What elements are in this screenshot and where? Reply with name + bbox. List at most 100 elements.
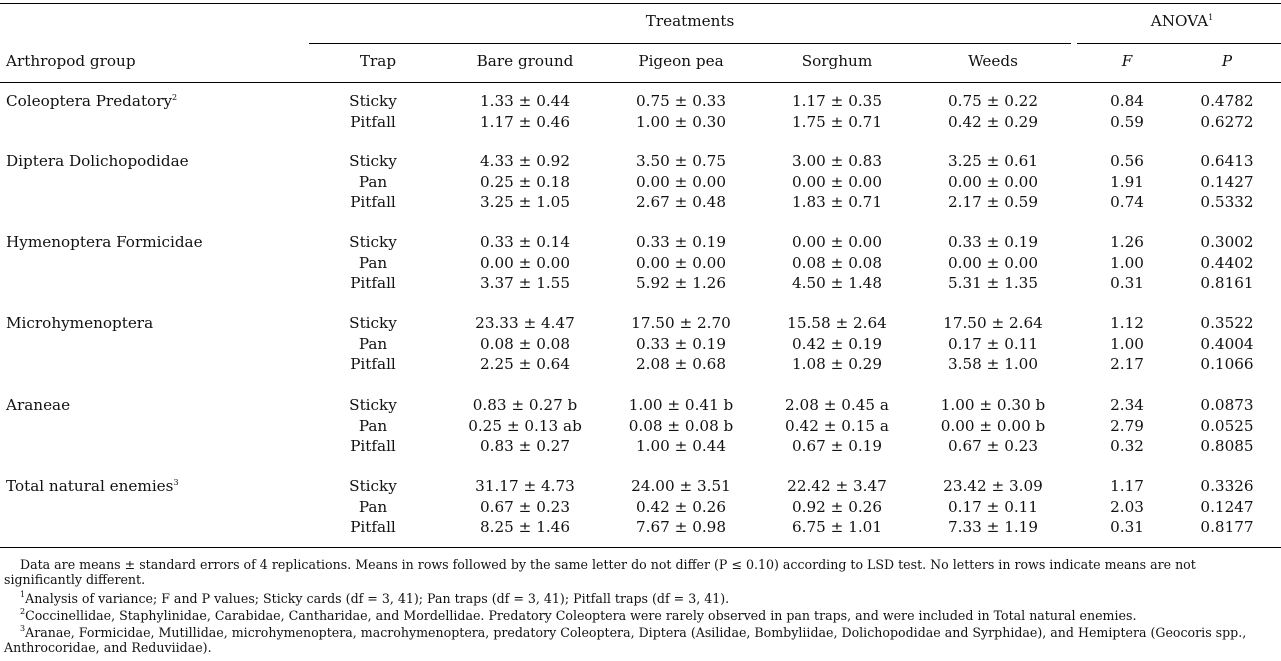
footnote-3-marker: 3 xyxy=(20,624,26,633)
cell-f: 1.12 xyxy=(1110,314,1144,332)
cell-sorghum: 0.42 ± 0.15 a xyxy=(785,416,889,435)
cell-weeds: 23.42 ± 3.09 xyxy=(943,477,1043,495)
cell-trap: Sticky xyxy=(349,314,397,332)
cell-bare-ground: 3.25 ± 1.05 xyxy=(479,193,571,211)
cell-f: 0.84 xyxy=(1110,92,1144,110)
cell-bare-ground: 0.00 ± 0.00 xyxy=(479,253,571,272)
cell-weeds: 0.17 ± 0.11 xyxy=(947,334,1039,353)
group-name-sup: 2 xyxy=(172,93,178,102)
cell-bare-ground: 1.33 ± 0.44 xyxy=(479,92,571,110)
cell-f: 0.31 xyxy=(1110,274,1144,292)
cell-trap: Pitfall xyxy=(350,518,396,536)
cell-p: 0.4004 xyxy=(1200,334,1254,353)
cell-trap: Pitfall xyxy=(350,437,396,455)
cell-weeds: 3.58 ± 1.00 xyxy=(947,355,1039,373)
cell-pigeon-pea: 2.08 ± 0.68 xyxy=(635,355,727,373)
cell-pigeon-pea: 0.08 ± 0.08 b xyxy=(628,416,734,435)
cell-p: 0.4782 xyxy=(1200,92,1254,110)
group-name-label: Coleoptera Predatory xyxy=(6,92,173,110)
cell-sorghum: 6.75 ± 1.01 xyxy=(791,518,883,536)
header-p: P xyxy=(1221,52,1233,70)
cell-f: 0.74 xyxy=(1110,193,1144,211)
cell-pigeon-pea: 5.92 ± 1.26 xyxy=(635,274,727,292)
cell-pigeon-pea: 2.67 ± 0.48 xyxy=(635,193,727,211)
cell-p: 0.6272 xyxy=(1200,112,1254,131)
cell-trap: Pitfall xyxy=(350,274,396,292)
cell-pigeon-pea: 0.00 ± 0.00 xyxy=(635,253,727,272)
cell-sorghum: 1.75 ± 0.71 xyxy=(791,112,883,131)
cell-p: 0.3002 xyxy=(1200,233,1254,251)
cell-trap: Sticky xyxy=(349,92,397,110)
cell-bare-ground: 4.33 ± 0.92 xyxy=(479,152,571,170)
cell-pigeon-pea: 1.00 ± 0.30 xyxy=(635,112,727,131)
cell-sorghum: 4.50 ± 1.48 xyxy=(791,274,883,292)
cell-p: 0.3326 xyxy=(1200,477,1254,495)
cell-f: 2.03 xyxy=(1110,497,1144,516)
cell-trap: Pitfall xyxy=(350,112,396,131)
group-name: Diptera Dolichopodidae xyxy=(6,152,189,170)
cell-p: 0.3522 xyxy=(1200,314,1254,332)
cell-trap: Sticky xyxy=(349,152,397,170)
group-name-sup: 3 xyxy=(173,478,179,487)
cell-pigeon-pea: 17.50 ± 2.70 xyxy=(631,314,731,332)
cell-trap: Pan xyxy=(358,416,388,435)
cell-bare-ground: 8.25 ± 1.46 xyxy=(479,518,571,536)
cell-weeds: 0.00 ± 0.00 b xyxy=(940,416,1046,435)
group-name-label: Araneae xyxy=(6,396,71,414)
anova-span-rule xyxy=(1077,43,1281,44)
cell-bare-ground: 0.25 ± 0.13 ab xyxy=(468,416,582,435)
cell-pigeon-pea: 3.50 ± 0.75 xyxy=(635,152,727,170)
cell-trap: Pitfall xyxy=(350,355,396,373)
cell-weeds: 0.42 ± 0.29 xyxy=(947,112,1039,131)
cell-p: 0.4402 xyxy=(1200,253,1254,272)
footnote-3-text: Aranae, Formicidae, Mutillidae, microhym… xyxy=(4,625,1247,655)
cell-f: 1.00 xyxy=(1110,334,1144,353)
header-arthropod-group: Arthropod group xyxy=(6,52,136,70)
header-anova: ANOVA1 xyxy=(1151,12,1213,30)
cell-weeds: 0.17 ± 0.11 xyxy=(947,497,1039,516)
cell-p: 0.1427 xyxy=(1200,172,1254,191)
header-anova-label: ANOVA xyxy=(1150,12,1209,30)
cell-weeds: 0.33 ± 0.19 xyxy=(947,233,1039,251)
cell-weeds: 5.31 ± 1.35 xyxy=(947,274,1039,292)
footnote-2-text: Coccinellidae, Staphylinidae, Carabidae,… xyxy=(25,608,1137,623)
cell-sorghum: 1.17 ± 0.35 xyxy=(791,92,883,110)
cell-sorghum: 0.92 ± 0.26 xyxy=(791,497,883,516)
group-name: Araneae xyxy=(6,396,70,414)
cell-pigeon-pea: 0.33 ± 0.19 xyxy=(635,334,727,353)
group-name: Total natural enemies3 xyxy=(6,477,179,495)
cell-f: 0.56 xyxy=(1110,152,1144,170)
cell-f: 1.26 xyxy=(1110,233,1144,251)
cell-weeds: 17.50 ± 2.64 xyxy=(943,314,1043,332)
footnote-1-text: Analysis of variance; F and P values; St… xyxy=(25,591,730,606)
cell-weeds: 1.00 ± 0.30 b xyxy=(940,396,1046,414)
header-pigeon-pea: Pigeon pea xyxy=(638,52,724,70)
group-name-label: Hymenoptera Formicidae xyxy=(6,233,203,251)
cell-pigeon-pea: 0.75 ± 0.33 xyxy=(635,92,727,110)
cell-p: 0.1066 xyxy=(1200,355,1254,373)
cell-sorghum: 0.42 ± 0.19 xyxy=(791,334,883,353)
cell-sorghum: 22.42 ± 3.47 xyxy=(787,477,887,495)
group-name-label: Microhymenoptera xyxy=(6,314,154,332)
cell-f: 2.34 xyxy=(1110,396,1144,414)
cell-pigeon-pea: 0.33 ± 0.19 xyxy=(635,233,727,251)
cell-p: 0.6413 xyxy=(1200,152,1254,170)
cell-pigeon-pea: 0.42 ± 0.26 xyxy=(635,497,727,516)
footnote-1-marker: 1 xyxy=(20,590,26,599)
cell-bare-ground: 0.67 ± 0.23 xyxy=(479,497,571,516)
cell-trap: Pan xyxy=(358,334,388,353)
cell-pigeon-pea: 1.00 ± 0.41 b xyxy=(628,396,734,414)
cell-bare-ground: 0.33 ± 0.14 xyxy=(479,233,571,251)
cell-bare-ground: 3.37 ± 1.55 xyxy=(479,274,571,292)
cell-f: 0.32 xyxy=(1110,437,1144,455)
cell-sorghum: 1.08 ± 0.29 xyxy=(791,355,883,373)
cell-sorghum: 1.83 ± 0.71 xyxy=(791,193,883,211)
cell-trap: Pan xyxy=(358,497,388,516)
cell-p: 0.0525 xyxy=(1200,416,1254,435)
header-sorghum: Sorghum xyxy=(801,52,873,70)
cell-bare-ground: 31.17 ± 4.73 xyxy=(475,477,575,495)
cell-bare-ground: 0.83 ± 0.27 b xyxy=(472,396,578,414)
footnote-3: 3Aranae, Formicidae, Mutillidae, microhy… xyxy=(4,624,1274,656)
top-rule xyxy=(0,3,1281,4)
cell-sorghum: 2.08 ± 0.45 a xyxy=(785,396,889,414)
